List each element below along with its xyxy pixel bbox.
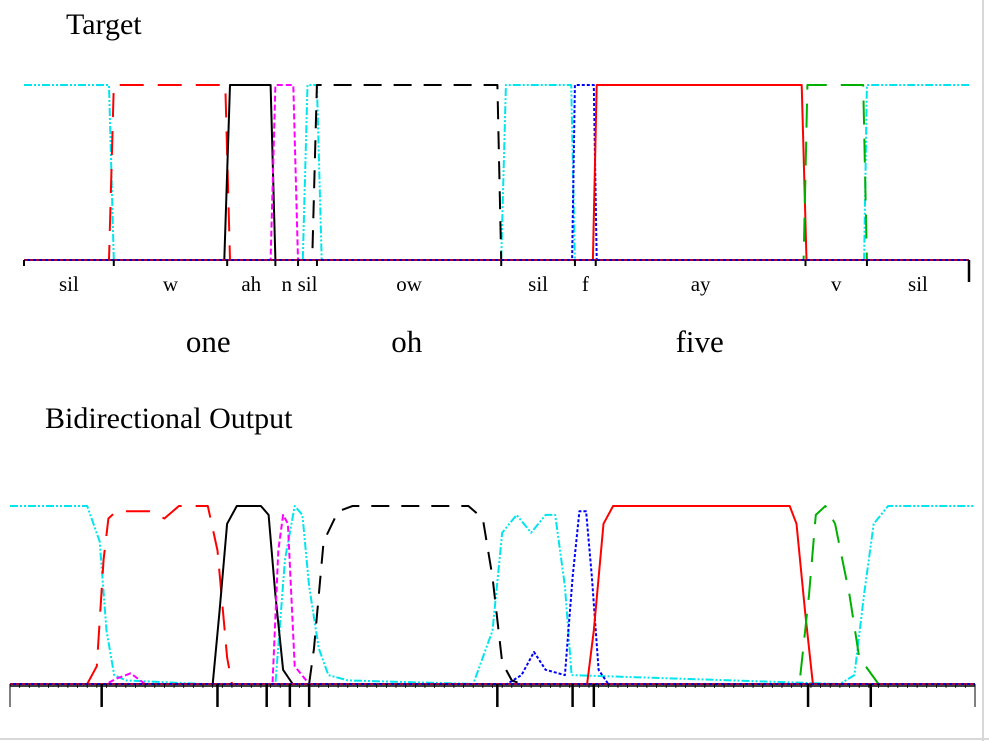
target-phone-labels: sil w ah n sil ow sil f ay v sil bbox=[59, 272, 928, 296]
target-phone-label: ay bbox=[691, 272, 711, 296]
bidirectional-output-title: Bidirectional Output bbox=[45, 402, 293, 435]
target-phone-label: sil bbox=[528, 272, 548, 296]
output-series-ow-4 bbox=[10, 505, 975, 685]
target-phone-label: w bbox=[163, 272, 179, 296]
target-title: Target bbox=[66, 8, 142, 41]
target-word-label: five bbox=[676, 324, 724, 359]
target-axis bbox=[23, 259, 971, 282]
target-series-n-3 bbox=[24, 84, 969, 261]
target-series-ah-2 bbox=[24, 84, 969, 261]
output-series-v-7 bbox=[10, 505, 975, 685]
output-series-w-1 bbox=[10, 505, 975, 685]
output-series-n-3 bbox=[10, 513, 975, 685]
target-series-f-5 bbox=[24, 84, 969, 261]
target-series-sil-0 bbox=[24, 84, 969, 261]
target-series-w-1 bbox=[24, 84, 969, 261]
output-series-sil-0 bbox=[10, 505, 975, 685]
target-phone-label: sil bbox=[59, 272, 79, 296]
bidirectional-output-panel: Bidirectional Output bbox=[9, 402, 976, 707]
output-series-f-5 bbox=[10, 510, 975, 685]
target-phone-label: f bbox=[582, 272, 589, 296]
target-phone-label: v bbox=[831, 272, 842, 296]
output-series-ay-6 bbox=[10, 505, 975, 685]
target-series-v-7 bbox=[24, 84, 969, 261]
output-series-ah-2 bbox=[10, 505, 975, 685]
target-series-ow-4 bbox=[24, 84, 969, 261]
output-axis bbox=[9, 683, 976, 707]
target-phone-label: sil bbox=[908, 272, 928, 296]
target-word-label: one bbox=[186, 324, 231, 359]
target-phone-label: n bbox=[281, 272, 292, 296]
target-series-group bbox=[24, 84, 969, 261]
target-series-ay-6 bbox=[24, 84, 969, 261]
target-word-label: oh bbox=[391, 324, 423, 359]
target-phone-label: sil bbox=[298, 272, 318, 296]
target-panel: Target sil w ah n sil ow sil f ay v sil one oh five bbox=[23, 8, 971, 359]
target-phone-label: ah bbox=[241, 272, 261, 296]
target-word-labels: one oh five bbox=[186, 324, 724, 359]
output-series-group bbox=[10, 505, 975, 685]
target-phone-label: ow bbox=[396, 272, 423, 296]
